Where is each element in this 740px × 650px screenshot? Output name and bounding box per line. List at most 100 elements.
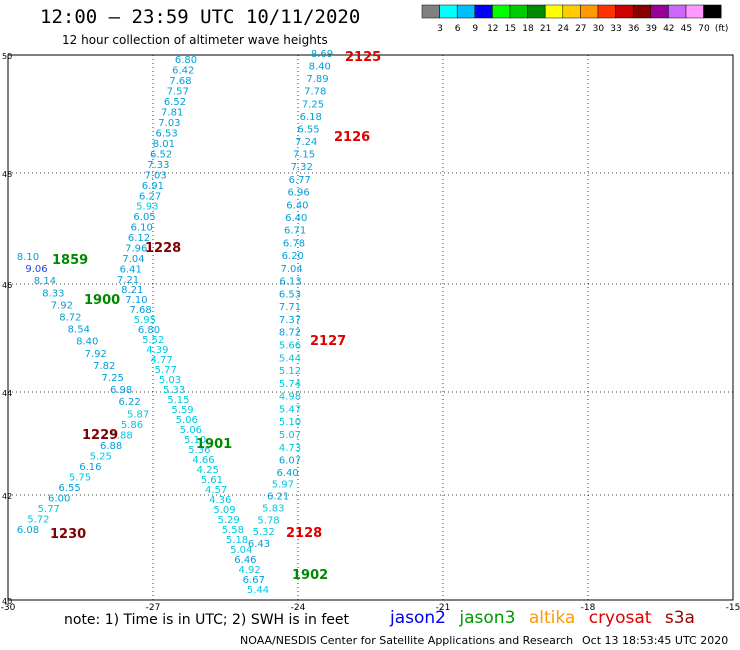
scale-label: 30 (593, 24, 605, 34)
swh-value: 6.22 (118, 397, 140, 408)
swh-value: 6.18 (300, 112, 322, 123)
swh-value: 6.98 (110, 385, 132, 396)
swh-value: 6.55 (297, 124, 319, 135)
swh-value: 6.46 (234, 555, 256, 566)
lat-tick-label: 48 (2, 170, 12, 179)
swh-value: 4.73 (279, 443, 301, 454)
color-scale-bar: 3 6 9 12 15 18 21 24 27 30 33 36 39 42 45 70 (ft) (421, 4, 729, 34)
pass-time-label: 1229 (82, 428, 118, 443)
swh-value: 6.07 (279, 456, 301, 467)
lon-tick-label: -24 (291, 603, 306, 610)
lon-tick-label: -18 (581, 603, 596, 610)
swh-value: 7.25 (102, 373, 124, 384)
swh-value: 5.33 (163, 385, 185, 396)
swh-value: 7.89 (306, 74, 328, 85)
swh-value: 6.71 (284, 226, 306, 237)
lat-tick-label: 44 (2, 389, 12, 398)
swh-value: 6.78 (283, 238, 305, 249)
swh-value: 7.33 (147, 160, 169, 171)
scale-label: 70 (698, 24, 710, 34)
swh-value: 4.66 (192, 455, 214, 466)
scale-label: 9 (472, 24, 478, 34)
pass-time-label: 2125 (345, 50, 381, 65)
swh-value: 4.98 (279, 392, 301, 403)
swh-value: 7.04 (122, 254, 144, 265)
swh-value: 6.16 (79, 462, 101, 473)
swh-value: 5.18 (226, 535, 248, 546)
swh-value: 8.10 (17, 252, 39, 263)
swh-value: 6.08 (17, 525, 39, 536)
swh-value: 5.32 (253, 527, 275, 538)
swh-value: 7.10 (125, 295, 147, 306)
swh-value: 8.40 (309, 62, 331, 73)
swh-value: 6.80 (175, 55, 197, 66)
swh-value: 8.72 (279, 328, 301, 339)
swh-value: 5.09 (213, 505, 235, 516)
scale-swatch (703, 4, 722, 19)
swh-value: 6.52 (164, 97, 186, 108)
swh-value: 5.03 (159, 375, 181, 386)
swh-value: 5.87 (127, 409, 149, 420)
swh-value: 5.47 (279, 404, 301, 415)
swh-value: 5.86 (121, 420, 143, 431)
swh-value: 5.61 (201, 475, 223, 486)
swh-value: 6.40 (286, 200, 308, 211)
swh-value: 8.72 (59, 312, 81, 323)
satellite-legend: jason2 jason3 altika cryosat s3a (390, 608, 703, 628)
scale-label: 6 (455, 24, 461, 34)
plot-frame (7, 54, 734, 601)
swh-value: 6.42 (172, 65, 194, 76)
swh-value: 7.25 (302, 99, 324, 110)
swh-value: 4.92 (238, 565, 260, 576)
lon-tick-label: -15 (726, 603, 740, 610)
swh-value: 6.40 (285, 213, 307, 224)
swh-value: 6.00 (48, 494, 70, 505)
scale-label: 21 (540, 24, 551, 34)
swh-value: 5.12 (279, 366, 301, 377)
chart-subtitle: 12 hour collection of altimeter wave hei… (62, 33, 328, 47)
swh-value: 6.40 (277, 468, 299, 479)
swh-value: 7.71 (279, 302, 301, 313)
swh-value: 6.27 (139, 191, 161, 202)
swh-value: 6.96 (287, 188, 309, 199)
swh-value: 6.52 (150, 149, 172, 160)
pass-time-label: 2128 (286, 526, 322, 541)
swh-value: 5.58 (222, 525, 244, 536)
swh-value: 7.24 (295, 137, 317, 148)
map-plot: -30 -27 -24 -21 -18 -155048464442406.806.427.… (1, 49, 740, 610)
scale-label: 45 (681, 24, 692, 34)
swh-value: 7.03 (158, 118, 180, 129)
swh-value: 7.21 (117, 275, 139, 286)
footer-org: NOAA/NESDIS Center for Satellite Applica… (240, 634, 574, 647)
swh-value: 5.78 (257, 515, 279, 526)
swh-value: 6.80 (138, 325, 160, 336)
scale-label: 27 (575, 24, 586, 34)
pass-time-label: 2127 (310, 334, 346, 349)
swh-value: 5.74 (279, 379, 301, 390)
swh-value: 6.77 (289, 175, 311, 186)
scale-label: 12 (487, 24, 498, 34)
swh-value: 6.41 (120, 265, 142, 276)
pass-time-label: 1900 (84, 293, 120, 308)
scale-label: (ft) (715, 24, 729, 34)
swh-value: 5.59 (171, 405, 193, 416)
swh-value: 6.53 (279, 289, 301, 300)
lon-tick-label: -27 (146, 603, 161, 610)
scale-label: 18 (522, 24, 534, 34)
swh-value: 7.82 (93, 361, 115, 372)
swh-value: 6.05 (133, 212, 155, 223)
swh-value: 6.12 (128, 233, 150, 244)
legend-jason2: jason2 (390, 608, 446, 628)
swh-value: 5.93 (136, 202, 158, 213)
lon-tick-label: -21 (436, 603, 451, 610)
swh-value: 9.06 (25, 264, 47, 275)
scale-label: 3 (437, 24, 443, 34)
pass-time-label: 1859 (52, 253, 88, 268)
swh-value: 5.83 (262, 503, 284, 514)
swh-value: 4.57 (205, 485, 227, 496)
swh-value: 8.33 (42, 288, 64, 299)
swh-value: 5.77 (38, 504, 60, 515)
swh-value: 5.29 (218, 515, 240, 526)
swh-value: 5.52 (142, 335, 164, 346)
swh-value: 5.10 (184, 435, 206, 446)
